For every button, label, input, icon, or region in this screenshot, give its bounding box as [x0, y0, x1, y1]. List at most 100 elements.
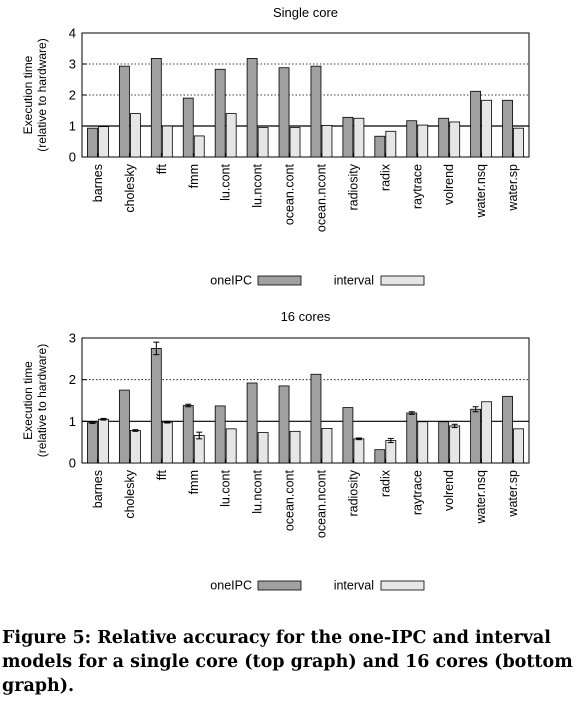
y-axis-label: (relative to hardware): [35, 38, 49, 151]
bar-oneIPC: [342, 116, 354, 158]
bar-interval: [161, 125, 173, 158]
bar-oneIPC: [182, 405, 194, 464]
x-tick-label: fft: [155, 163, 169, 174]
x-tick-label: water.sp: [506, 164, 520, 212]
x-tick-label: barnes: [91, 164, 105, 202]
x-tick-label: ocean.cont: [283, 163, 297, 225]
x-tick-label: lu.ncont: [251, 469, 265, 513]
plot-frame: [81, 337, 530, 464]
figure-caption: Figure 5: Relative accuracy for the one-…: [2, 628, 573, 696]
bar-interval: [353, 117, 365, 158]
y-tick-label: 1: [69, 414, 76, 429]
bar-interval: [449, 121, 461, 158]
bar-interval: [98, 418, 109, 464]
bar-interval: [193, 135, 205, 158]
y-axis-label: Execution time: [21, 55, 35, 134]
x-tick-label: volrend: [442, 164, 456, 205]
bar-oneIPC: [374, 135, 386, 158]
x-tick-label: water.nsq: [474, 164, 488, 219]
figure: Single core 0 1 2 3 4 Execution time (relative …: [21, 5, 530, 593]
chart-sixteen-cores: 16 cores 0 1 2 3 Execution time (relative to h…: [21, 309, 530, 593]
x-tick-label: radix: [378, 163, 392, 191]
legend-label: oneIPC: [210, 274, 252, 288]
x-tick-label: radiosity: [346, 469, 360, 516]
x-tick-label: ocean.ncont: [314, 163, 328, 232]
x-tick-label: water.sp: [506, 470, 520, 518]
bar-interval: [481, 99, 493, 158]
bar-interval: [193, 435, 205, 464]
x-tick-label: lu.cont: [219, 163, 233, 200]
bar-oneIPC: [438, 117, 450, 158]
legend-swatch-oneIPC: [257, 275, 302, 286]
bar-oneIPC: [342, 407, 354, 464]
y-tick-label: 1: [69, 119, 76, 134]
bar-oneIPC: [87, 422, 98, 464]
bar-interval: [353, 438, 365, 464]
x-tick-label: volrend: [442, 470, 456, 511]
bar-interval: [385, 130, 397, 158]
bar-oneIPC: [502, 99, 513, 158]
legend-label: oneIPC: [210, 579, 252, 593]
bar-interval: [449, 425, 461, 464]
x-tick-label: ocean.ncont: [314, 469, 328, 538]
bar-interval: [385, 440, 397, 464]
y-tick-label: 3: [69, 57, 76, 72]
x-tick-label: cholesky: [123, 469, 137, 518]
x-tick-label: radix: [378, 469, 392, 497]
x-tick-label: lu.ncont: [251, 163, 265, 207]
x-tick-label: barnes: [91, 470, 105, 508]
x-tick-label: lu.cont: [219, 469, 233, 506]
y-tick-label: 3: [69, 331, 76, 346]
bar-interval: [289, 127, 301, 158]
bar-oneIPC: [406, 120, 418, 158]
bar-oneIPC: [150, 348, 162, 464]
chart-single-core: Single core 0 1 2 3 4 Execution time (relative …: [21, 5, 530, 288]
y-axis-label: Execution time: [21, 361, 35, 440]
y-tick-label: 2: [69, 88, 76, 103]
bar-interval: [225, 113, 237, 158]
x-tick-label: water.nsq: [474, 470, 488, 525]
bar-interval: [481, 401, 493, 464]
x-tick-label: raytrace: [410, 164, 424, 209]
bar-interval: [257, 127, 269, 158]
x-tick-label: cholesky: [123, 163, 137, 212]
bar-oneIPC: [87, 127, 98, 158]
y-tick-label: 4: [69, 26, 76, 41]
bar-interval: [225, 428, 237, 464]
legend-label: interval: [334, 579, 374, 593]
y-tick-label: 2: [69, 372, 76, 387]
bar-oneIPC: [278, 67, 290, 158]
bar-oneIPC: [246, 382, 258, 464]
x-tick-label: raytrace: [410, 470, 424, 515]
y-tick-label: 0: [69, 456, 76, 471]
chart-title: 16 cores: [281, 309, 331, 324]
bar-oneIPC: [182, 97, 194, 158]
bar-oneIPC: [214, 405, 226, 464]
legend-swatch-oneIPC: [257, 580, 302, 591]
bar-interval: [417, 421, 429, 464]
bar-oneIPC: [406, 412, 418, 464]
bar-oneIPC: [502, 395, 513, 464]
x-tick-label: fmm: [187, 470, 201, 494]
y-tick-label: 0: [69, 150, 76, 165]
bar-oneIPC: [310, 373, 322, 464]
bar-oneIPC: [246, 58, 258, 158]
bar-oneIPC: [374, 449, 386, 464]
x-tick-label: fmm: [187, 164, 201, 188]
legend-swatch-interval: [380, 580, 425, 591]
bar-interval: [161, 421, 173, 464]
bar-oneIPC: [278, 385, 290, 464]
bar-interval: [257, 432, 269, 464]
bar-interval: [289, 430, 301, 464]
x-tick-label: ocean.cont: [283, 469, 297, 531]
bar-oneIPC: [214, 68, 226, 158]
bar-interval: [129, 430, 141, 464]
bar-oneIPC: [118, 389, 130, 464]
bar-oneIPC: [310, 65, 322, 158]
bar-interval: [513, 428, 524, 464]
legend-swatch-interval: [380, 275, 425, 286]
bar-oneIPC: [118, 65, 130, 158]
legend-label: interval: [334, 274, 374, 288]
bar-interval: [513, 127, 524, 158]
